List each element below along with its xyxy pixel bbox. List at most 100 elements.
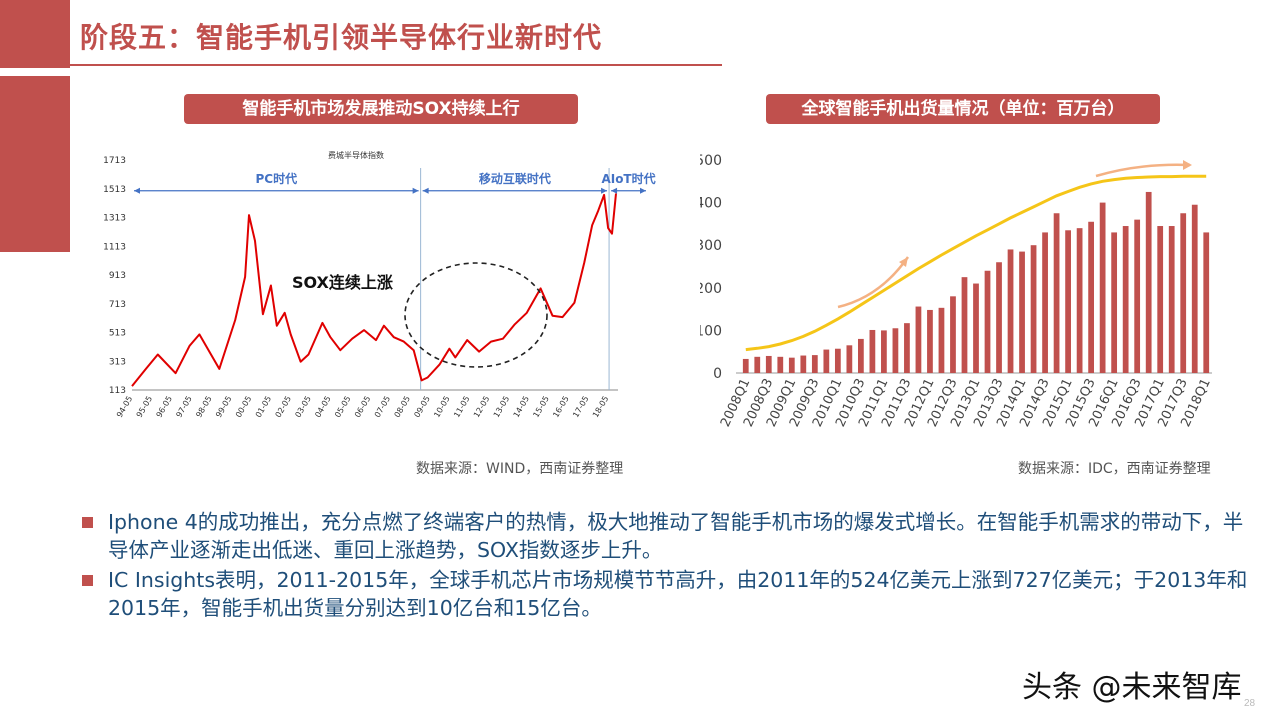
x-tick-label: 18-05 <box>591 395 610 420</box>
shipment-bar <box>754 356 761 373</box>
shipment-bar <box>881 330 887 373</box>
y-tick-label: 400 <box>700 196 722 212</box>
y-tick-label: 913 <box>109 271 126 281</box>
shipment-bar <box>1007 249 1014 373</box>
x-tick-label: 07-05 <box>373 395 392 420</box>
shipment-bar <box>984 270 991 373</box>
shipment-bar <box>973 283 979 373</box>
shipment-bar <box>811 355 818 373</box>
x-tick-label: 13-05 <box>492 395 511 420</box>
x-tick-label: 17-05 <box>571 394 590 419</box>
era-label: 移动互联时代 <box>479 171 551 186</box>
x-tick-label: 06-05 <box>353 395 372 420</box>
y-tick-label: 113 <box>109 386 126 396</box>
trend-arrow <box>1095 163 1191 178</box>
shipment-bar <box>1065 230 1071 373</box>
y-tick-label: 313 <box>109 357 126 367</box>
shipment-bar <box>1053 213 1060 373</box>
y-tick-label: 500 <box>700 153 722 169</box>
y-tick-label: 713 <box>109 300 126 310</box>
trend-line <box>745 174 1207 352</box>
x-tick-label: 12-05 <box>472 395 491 420</box>
shipment-bar <box>961 277 968 373</box>
era-arrow-left <box>422 187 429 194</box>
era-arrow-right <box>412 187 419 194</box>
y-tick-label: 513 <box>109 329 126 339</box>
shipment-bar <box>858 338 864 373</box>
era-label: PC时代 <box>256 171 298 186</box>
title-accent-block <box>0 0 70 68</box>
chart-annotation: SOX连续上涨 <box>292 273 393 292</box>
y-tick-label: 1513 <box>103 185 126 195</box>
x-tick-label: 04-05 <box>313 395 332 420</box>
y-tick-label: 1713 <box>103 156 126 166</box>
page-number: 28 <box>1244 698 1256 709</box>
x-tick-label: 99-05 <box>214 395 233 420</box>
x-tick-label: 01-05 <box>254 395 273 420</box>
x-tick-label: 08-05 <box>393 395 412 420</box>
shipment-bar <box>1088 221 1094 373</box>
shipment-bar <box>1111 232 1118 373</box>
shipment-bar <box>765 355 772 373</box>
x-tick-label: 98-05 <box>194 395 213 420</box>
sox-index-chart: 费城半导体指数 113 313 513 713 913 1113 1313 1513 1713 94… <box>103 150 656 420</box>
y-tick-label: 1113 <box>103 242 126 252</box>
bullet-item: Iphone 4的成功推出，充分点燃了终端客户的热情，极大地推动了智能手机市场的… <box>82 508 1252 564</box>
x-tick-label: 97-05 <box>174 395 193 420</box>
x-tick-label: 15-05 <box>531 395 550 420</box>
shipment-bar <box>823 349 830 373</box>
shipment-bar <box>1180 213 1187 373</box>
page-title: 阶段五：智能手机引领半导体行业新时代 <box>80 21 603 54</box>
x-tick-label: 14-05 <box>512 395 531 420</box>
trend-arrowhead <box>1183 160 1192 170</box>
bullet-text: Iphone 4的成功推出，充分点燃了终端客户的热情，极大地推动了智能手机市场的… <box>108 510 1244 562</box>
x-tick-label: 03-05 <box>293 395 312 420</box>
shipment-bar <box>1122 226 1129 373</box>
left-chart-source: 数据来源：WIND，西南证券整理 <box>416 461 624 477</box>
x-tick-label: 09-05 <box>412 395 431 420</box>
trend-arrow <box>837 256 910 309</box>
shipment-bar <box>846 345 853 373</box>
shipment-bar <box>904 323 910 373</box>
shipment-bar <box>788 357 795 373</box>
sox-index-line <box>131 193 617 387</box>
shipment-bar <box>892 328 899 373</box>
bullet-text: IC Insights表明，2011-2015年，全球手机芯片市场规模节节高升，… <box>108 568 1248 620</box>
shipment-bar <box>742 358 749 373</box>
square-bullet-icon <box>82 575 93 586</box>
shipment-bar <box>1099 202 1106 373</box>
trend-arrowhead <box>899 257 908 267</box>
left-chart-label: 智能手机市场发展推动SOX持续上行 <box>184 94 578 124</box>
watermark: 头条 @未来智库 <box>1022 670 1242 705</box>
x-tick-label: 94-05 <box>115 395 134 420</box>
x-tick-label: 16-05 <box>551 395 570 420</box>
shipment-bar <box>1030 245 1037 373</box>
y-tick-label: 200 <box>700 281 722 297</box>
shipment-bar <box>1145 191 1152 373</box>
era-arrow-right <box>640 187 646 194</box>
y-tick-label: 100 <box>700 323 722 339</box>
era-label: AIoT时代 <box>601 171 655 186</box>
shipment-bar <box>1134 219 1141 373</box>
bullet-item: IC Insights表明，2011-2015年，全球手机芯片市场规模节节高升，… <box>82 566 1252 622</box>
y-tick-label: 0 <box>713 366 722 382</box>
x-tick-label: 02-05 <box>274 395 293 420</box>
y-tick-label: 300 <box>700 238 722 254</box>
shipment-bar <box>834 348 841 373</box>
shipment-bar <box>1191 204 1198 373</box>
era-arrow-left <box>134 187 140 194</box>
shipment-bar <box>915 306 922 373</box>
shipment-bar <box>996 262 1002 373</box>
era-arrow-right <box>601 187 608 194</box>
right-chart-label: 全球智能手机出货量情况（单位：百万台） <box>766 94 1160 124</box>
shipment-bar <box>950 296 956 373</box>
smartphone-shipment-chart: 01002003004005002008Q12008Q32009Q12009Q3… <box>700 153 1214 429</box>
shipment-bar <box>1157 226 1164 373</box>
shipment-bar <box>869 329 876 373</box>
shipment-bar <box>800 355 807 373</box>
shipment-bar <box>777 356 784 373</box>
shipment-bar <box>938 307 945 373</box>
square-bullet-icon <box>82 517 93 528</box>
shipment-bar <box>927 309 933 373</box>
shipment-bar <box>1076 228 1083 373</box>
